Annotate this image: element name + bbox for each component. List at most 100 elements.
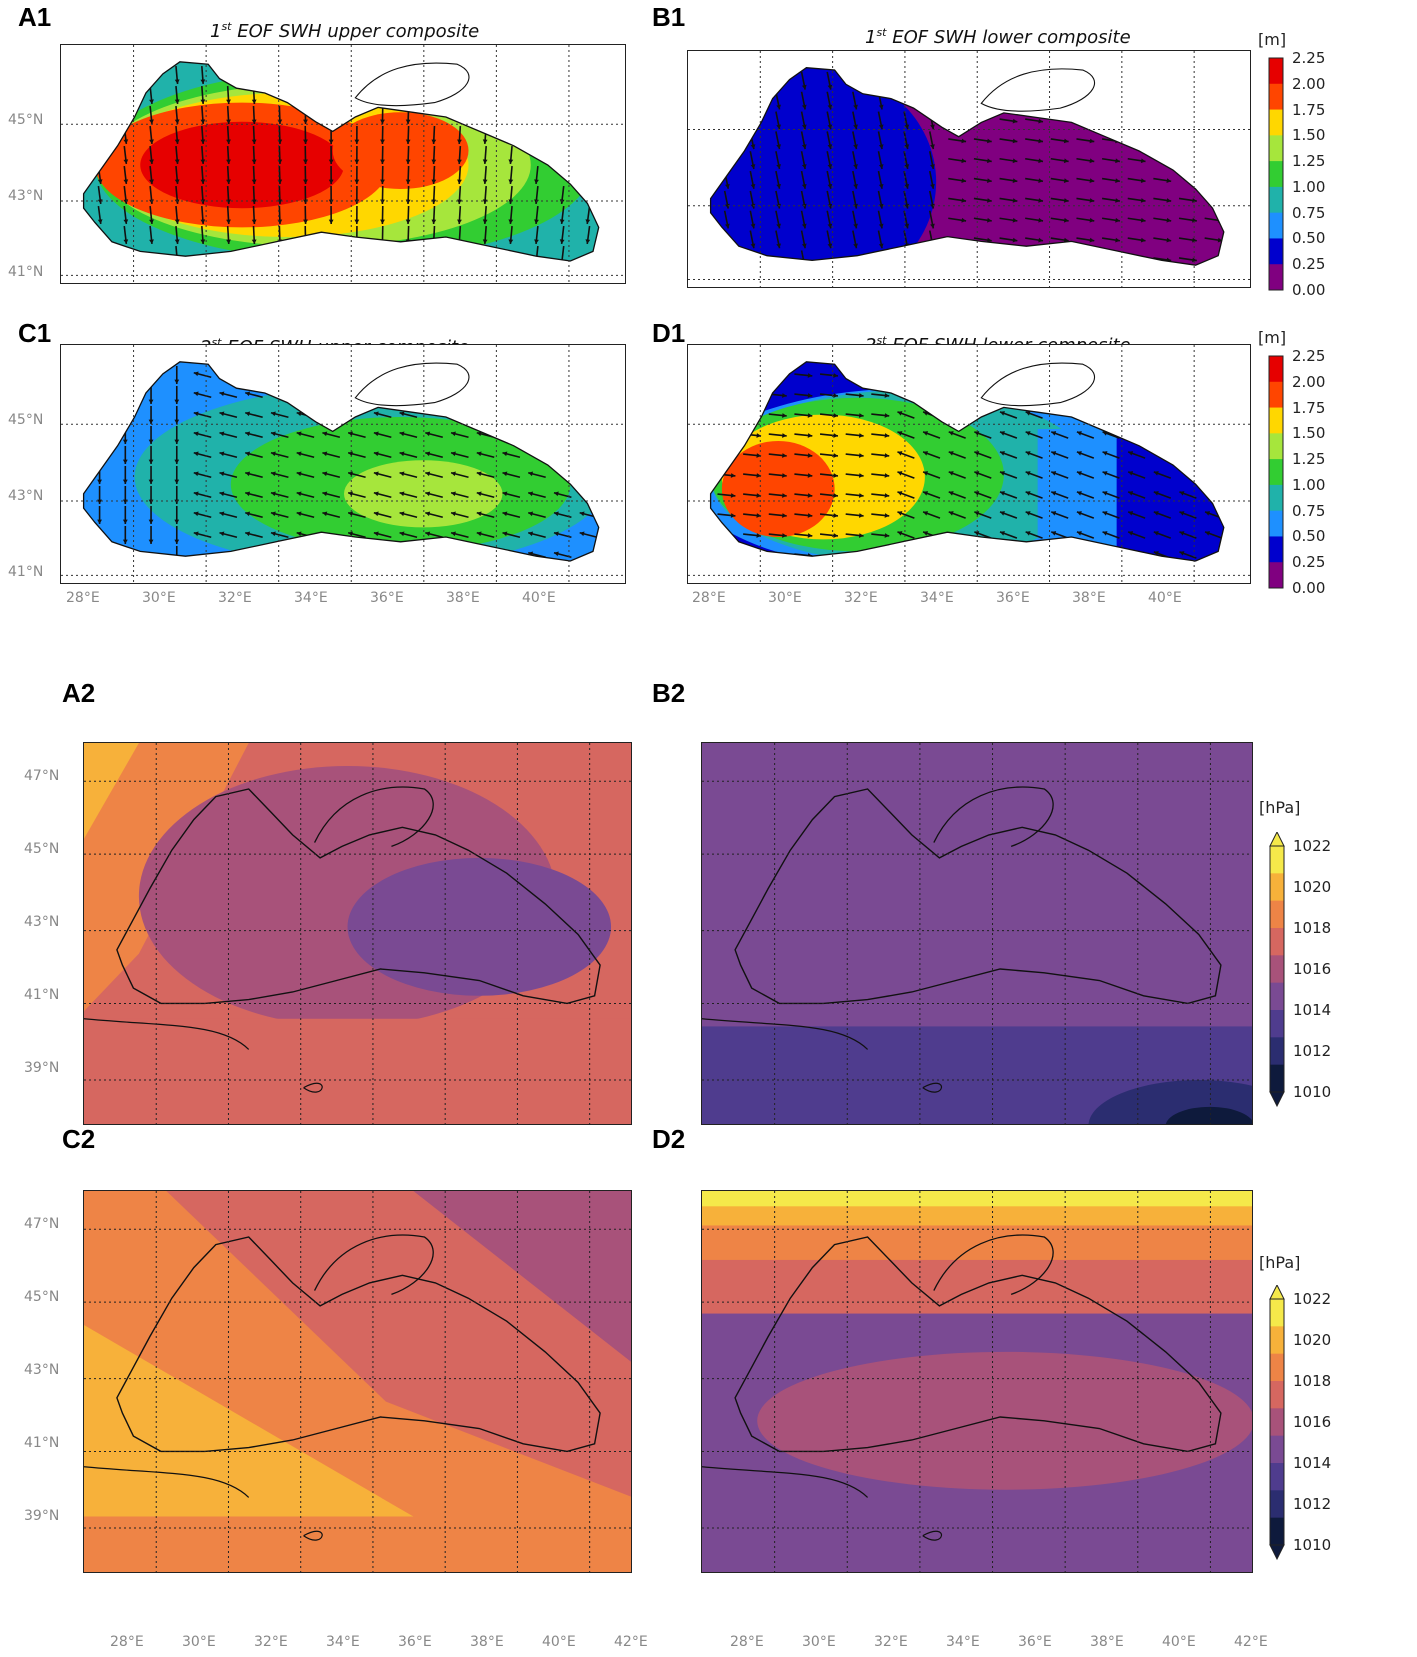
arrow-head bbox=[961, 198, 967, 203]
arrow-head bbox=[322, 451, 328, 457]
arrow-head bbox=[251, 119, 257, 124]
arrow-head bbox=[930, 203, 935, 209]
colorbar-tick-label: 2.25 bbox=[1292, 347, 1326, 365]
arrow-head bbox=[807, 433, 813, 438]
arrow-head bbox=[226, 239, 231, 244]
arrow-head bbox=[457, 159, 462, 164]
lon-tick-label: 38°E bbox=[1072, 590, 1106, 606]
arrow-head bbox=[853, 144, 858, 150]
map-canvas bbox=[61, 45, 625, 283]
arrow-head bbox=[961, 158, 967, 164]
arrow-head bbox=[1076, 451, 1082, 456]
arrow-head bbox=[502, 511, 508, 517]
arrow-head bbox=[322, 491, 328, 497]
arrow-head bbox=[296, 531, 302, 537]
arrow-head bbox=[534, 179, 539, 184]
arrow-head bbox=[1063, 198, 1069, 203]
mslp-band bbox=[1165, 1106, 1252, 1124]
mslp-field bbox=[702, 743, 1252, 1124]
arrow-head bbox=[1192, 257, 1197, 263]
colorbar-segment bbox=[1270, 928, 1284, 956]
arrow-head bbox=[1089, 138, 1095, 144]
arrow-head bbox=[948, 471, 954, 476]
colorbar-tick-label: 1012 bbox=[1293, 1042, 1332, 1060]
arrow-head bbox=[807, 373, 813, 378]
swh-band bbox=[140, 121, 344, 209]
arrow-head bbox=[750, 243, 756, 249]
mslp-band bbox=[84, 1325, 414, 1517]
arrow-head bbox=[296, 431, 302, 437]
colorbar-tick-label: 1.50 bbox=[1292, 424, 1326, 443]
arrow-head bbox=[827, 164, 833, 169]
arrow-head bbox=[782, 413, 787, 418]
arrow-head bbox=[431, 179, 437, 184]
azov-sea-outline bbox=[980, 362, 1095, 407]
colorbar-segment bbox=[1269, 83, 1283, 111]
arrow-head bbox=[878, 144, 884, 150]
arrow-head bbox=[528, 471, 534, 477]
arrow-head bbox=[858, 453, 864, 458]
arrow-head bbox=[354, 199, 360, 204]
arrow-head bbox=[878, 243, 884, 249]
arrow-head bbox=[482, 219, 488, 224]
arrow-head bbox=[476, 511, 482, 517]
lat-tick-label: 47°N bbox=[24, 1216, 60, 1232]
arrow-head bbox=[801, 104, 807, 110]
colorbar-tick-label: 2.00 bbox=[1292, 372, 1326, 391]
arrow-head bbox=[149, 199, 154, 204]
arrow-head bbox=[948, 491, 954, 496]
colorbar-tick-label: 1010 bbox=[1293, 1536, 1332, 1554]
colorbar-frame bbox=[1268, 57, 1284, 291]
arrow-head bbox=[1128, 531, 1134, 536]
lat-tick-label: 41°N bbox=[8, 564, 44, 580]
arrow-head bbox=[1038, 217, 1043, 223]
arrow-head bbox=[1166, 217, 1172, 223]
arrow-head bbox=[296, 411, 302, 417]
arrow-head bbox=[123, 139, 129, 144]
arrow-head bbox=[801, 164, 807, 169]
lon-tick-label: 34°E bbox=[294, 590, 328, 606]
arrow-head bbox=[399, 491, 405, 497]
title-ordinal-suffix: st bbox=[221, 20, 232, 33]
arrow-head bbox=[833, 433, 838, 438]
arrow-head bbox=[251, 159, 257, 164]
arrow-head bbox=[451, 471, 456, 477]
coastline bbox=[709, 67, 1225, 266]
mslp-band bbox=[347, 857, 612, 996]
arrow-head bbox=[1089, 198, 1095, 203]
arrow-head bbox=[122, 459, 128, 464]
coastline-detail bbox=[702, 1018, 943, 1093]
arrow-head bbox=[579, 511, 585, 517]
arrow-head bbox=[750, 144, 756, 150]
colorbar-segment bbox=[1270, 873, 1284, 902]
colorbar-extend-bottom bbox=[1269, 1091, 1285, 1108]
arrow-head bbox=[148, 399, 154, 404]
arrow-head bbox=[425, 451, 431, 457]
lon-tick-label: 36°E bbox=[370, 590, 404, 606]
arrow-head bbox=[1166, 178, 1172, 183]
arrow-head bbox=[354, 179, 360, 184]
arrow-head bbox=[782, 393, 787, 398]
colorbar-tick-label: 1022 bbox=[1293, 837, 1332, 855]
arrow-head bbox=[200, 219, 206, 224]
arrow-head bbox=[200, 119, 206, 124]
arrow-head bbox=[251, 139, 257, 144]
arrow-head bbox=[1140, 158, 1146, 164]
lon-tick-label: 30°E bbox=[768, 590, 802, 606]
colorbar-segment bbox=[1270, 1299, 1284, 1327]
arrow-head bbox=[174, 539, 180, 544]
arrow-head bbox=[380, 179, 385, 184]
arrow-head bbox=[833, 513, 838, 518]
arrow-head bbox=[1063, 237, 1069, 243]
arrow-head bbox=[251, 179, 257, 184]
arrow-head bbox=[827, 243, 833, 249]
arrow-head bbox=[827, 223, 833, 229]
lon-tick-label: 32°E bbox=[254, 1634, 288, 1650]
map-canvas bbox=[84, 743, 631, 1124]
arrow-head bbox=[502, 451, 508, 457]
arrow-head bbox=[1089, 158, 1095, 164]
colorbar-extend-top bbox=[1269, 832, 1285, 847]
arrow-head bbox=[987, 217, 992, 223]
arrow-head bbox=[373, 471, 379, 477]
arrow-head bbox=[270, 531, 276, 537]
